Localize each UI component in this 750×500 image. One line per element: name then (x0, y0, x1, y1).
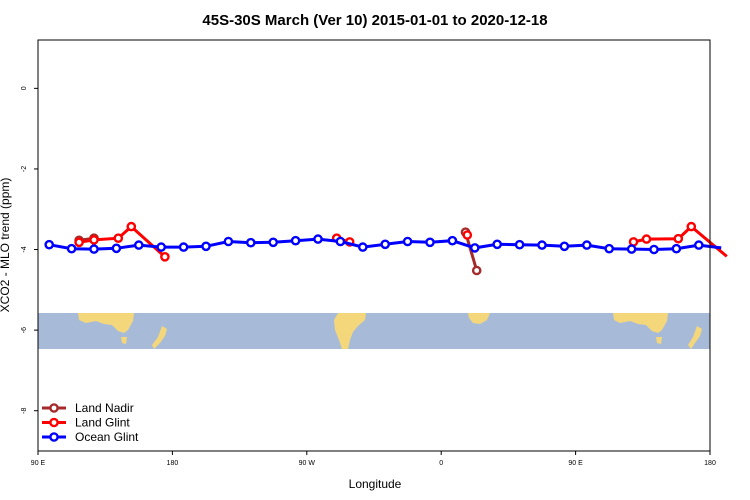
land-glint-point (686, 221, 697, 232)
australia-landmass (78, 313, 134, 333)
x-tick-label: 90 W (299, 460, 316, 467)
land-nadir-point (471, 265, 482, 276)
ocean-glint-point (694, 240, 704, 250)
ocean-glint-point (156, 242, 166, 252)
x-tick-label: 180 (704, 460, 716, 467)
x-tick-label: 180 (167, 460, 179, 467)
ocean-glint-point (357, 242, 368, 252)
ocean-glint-point (425, 237, 435, 248)
land-glint-point (126, 221, 137, 232)
new-zealand-landmass (152, 326, 167, 349)
legend-swatch-marker (49, 417, 59, 428)
ocean-glint-point (66, 243, 77, 254)
ocean-glint-point (245, 237, 256, 248)
ocean-glint-point (111, 243, 122, 254)
x-tick-label: 90 E (31, 460, 46, 467)
south-africa-landmass (468, 313, 490, 324)
x-tick-label: 0 (439, 460, 443, 467)
y-axis-label: XCO2 - MLO trend (ppm) (0, 178, 12, 313)
land-glint-point (89, 235, 99, 245)
y-tick-label: -2 (21, 166, 28, 172)
ocean-glint-point (649, 244, 659, 255)
series-ocean-glint (44, 234, 722, 255)
ocean-glint-point (514, 239, 525, 250)
ocean-glint-point (582, 240, 592, 250)
legend-item-land-glint: Land Glint (42, 416, 130, 430)
y-tick-label: 0 (21, 86, 28, 90)
ocean-glint-point (402, 236, 413, 247)
ocean-band (38, 313, 710, 349)
series-layer (44, 221, 728, 276)
ocean-glint-point (447, 235, 458, 246)
ocean-glint-point (290, 235, 301, 246)
ocean-glint-point (133, 240, 144, 250)
ocean-glint-point (268, 237, 279, 248)
south-america-landmass (334, 313, 366, 349)
x-axis: 90 E 180 90 W 0 90 E 180 (31, 451, 716, 467)
tasmania-landmass (121, 337, 127, 344)
map-strip (38, 313, 710, 349)
y-tick-label: -8 (21, 407, 28, 413)
series-land-glint (74, 221, 728, 262)
ocean-glint-point (223, 236, 234, 247)
ocean-glint-point (626, 244, 637, 254)
land-glint-point (74, 237, 84, 248)
plot-frame (37, 39, 711, 452)
chart-title: 45S-30S March (Ver 10) 2015-01-01 to 202… (202, 12, 547, 29)
y-tick-label: -4 (21, 246, 28, 252)
australia-landmass-repeat (613, 313, 668, 333)
ocean-glint-point (380, 239, 391, 250)
ocean-glint-point (313, 234, 323, 244)
legend-label: Ocean Glint (75, 430, 139, 444)
ocean-glint-point (178, 242, 189, 252)
ocean-glint-point (559, 241, 570, 252)
ocean-glint-point (537, 240, 547, 250)
land-glint-point (113, 233, 124, 243)
legend-item-ocean-glint: Ocean Glint (42, 430, 139, 444)
ocean-glint-point (335, 236, 346, 247)
legend-label: Land Nadir (75, 401, 134, 415)
legend-swatch-marker (49, 403, 59, 413)
land-glint-point (641, 234, 652, 244)
ocean-glint-point (201, 241, 211, 252)
tasmania-landmass-repeat (656, 337, 662, 344)
series-land-nadir (74, 227, 482, 276)
land-glint-point (462, 230, 473, 240)
legend-item-land-nadir: Land Nadir (42, 401, 134, 415)
ocean-glint-point (469, 243, 480, 253)
land-glint-point (160, 251, 170, 262)
x-tick-label: 90 E (568, 460, 583, 467)
y-tick-label: -6 (21, 327, 28, 333)
ocean-glint-point (492, 239, 503, 250)
legend-label: Land Glint (75, 416, 130, 430)
ocean-glint-point (44, 239, 55, 250)
ocean-glint-point (604, 243, 615, 254)
legend-swatch-marker (49, 432, 59, 442)
y-axis: 0 -2 -4 -6 -8 (21, 86, 38, 414)
x-axis-label: Longitude (349, 477, 402, 491)
ocean-glint-point (671, 243, 682, 254)
new-zealand-landmass-repeat (688, 326, 702, 349)
land-glint-point (673, 233, 684, 244)
ocean-glint-point (89, 244, 99, 254)
